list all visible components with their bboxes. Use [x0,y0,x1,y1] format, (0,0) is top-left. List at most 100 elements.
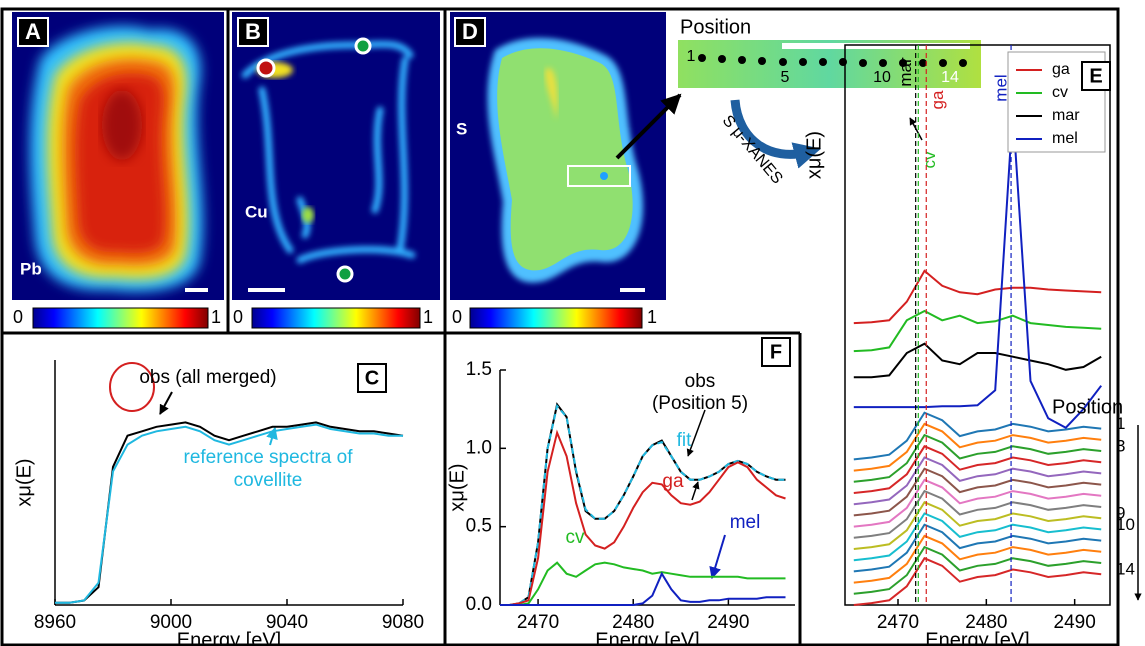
label-box [1081,61,1111,91]
annotation: cv [566,527,586,548]
series-line [55,421,404,604]
x-tick-label: 2480 [612,612,654,633]
panel-borders [0,7,1120,646]
colorbar [32,307,209,329]
arrow [691,481,700,501]
annotation: obs (all merged) [139,367,276,388]
series-line [853,489,1102,539]
colorbar-max: 1 [647,307,657,327]
element-label: Pb [20,259,42,278]
series-line [853,545,1102,595]
panel-label: F [770,341,782,363]
colorbar-min: 0 [233,307,243,327]
position-label: 5 [781,69,790,86]
position-label: 1 [1116,414,1125,433]
panel-label: D [462,19,478,44]
y-tick-label: 0.5 [466,516,492,537]
series-line [853,110,1102,429]
series-line [853,534,1102,584]
map-a [12,12,224,300]
label-box [357,363,387,393]
x-axis-label: Energy [eV] [177,629,282,646]
annotation: fit [677,430,693,451]
series-line [853,422,1102,472]
colorbar-min: 0 [13,307,23,327]
panel-label: B [245,19,261,44]
inset-map [678,40,981,88]
annotation: obs (Position 5) [652,371,748,414]
colorbar-max: 1 [423,307,433,327]
y-axis-label: xμ(E) [13,458,35,506]
element-label: S [456,119,467,138]
colorbar [469,307,643,329]
x-tick-label: 2470 [877,612,919,633]
series-line [853,501,1102,550]
series-line [853,269,1102,325]
element-label: Cu [245,202,268,221]
inset-title: Position [680,16,751,38]
colorbar-max: 1 [211,307,221,327]
x-tick-label: 9000 [150,612,192,633]
label-box [17,17,49,47]
arrow [615,93,682,160]
legend-label: mar [1052,107,1080,124]
curved-arrow [730,99,822,169]
series-line [853,445,1102,494]
colorbar [251,307,421,329]
position-label: 9 [1116,504,1125,523]
x-tick-label: 2470 [517,612,559,633]
reference-label: ga [928,90,947,109]
series-line [853,309,1102,353]
series-line [853,512,1102,562]
position-label: 14 [1116,560,1135,579]
series-line [853,342,1102,379]
series-line [853,557,1102,606]
colorbar-min: 0 [452,307,462,327]
series-line [853,433,1102,483]
legend-label: ga [1052,61,1070,78]
reference-label: mar [896,57,915,87]
position-label: 1 [687,48,696,65]
positions-title: Position [1052,396,1123,418]
label-box [237,17,269,47]
annotation: ga [662,471,684,492]
series-line [500,403,786,606]
series-line [853,456,1102,506]
annotation: reference spectra of covellite [184,447,354,491]
position-label: 3 [1116,436,1125,455]
arrow [686,409,706,457]
y-tick-label: 1.0 [466,437,492,458]
y-axis-label: xμ(E) [803,131,825,179]
x-axis-label: Energy [eV] [925,629,1030,646]
position-label: 14 [941,69,959,86]
x-axis-label: Energy [eV] [595,629,700,646]
panel-label: A [25,19,41,44]
series-line [853,478,1102,528]
highlight-circle [109,362,155,412]
plot-frame [844,44,1111,606]
series-line [500,429,786,606]
series-line [853,467,1102,517]
arrow [709,534,726,580]
panel-label: C [365,367,379,389]
arrow [159,391,173,415]
position-label: 10 [1116,515,1135,534]
map-b [232,12,440,300]
x-tick-label: 2490 [1054,612,1096,633]
y-axis-label: xμ(E) [446,463,468,511]
reference-label: cv [920,151,939,169]
annotation: mel [730,512,761,533]
label-box [454,17,486,47]
map-d [450,12,666,300]
label-box [761,337,791,367]
x-tick-label: 2490 [707,612,749,633]
legend-label: cv [1052,84,1068,101]
series-line [853,411,1102,461]
legend-label: mel [1052,130,1078,147]
series-line [55,423,403,604]
reference-label: mel [992,74,1011,101]
x-tick-label: 9040 [266,612,308,633]
y-tick-label: 1.5 [466,359,492,380]
series-line [500,571,786,606]
